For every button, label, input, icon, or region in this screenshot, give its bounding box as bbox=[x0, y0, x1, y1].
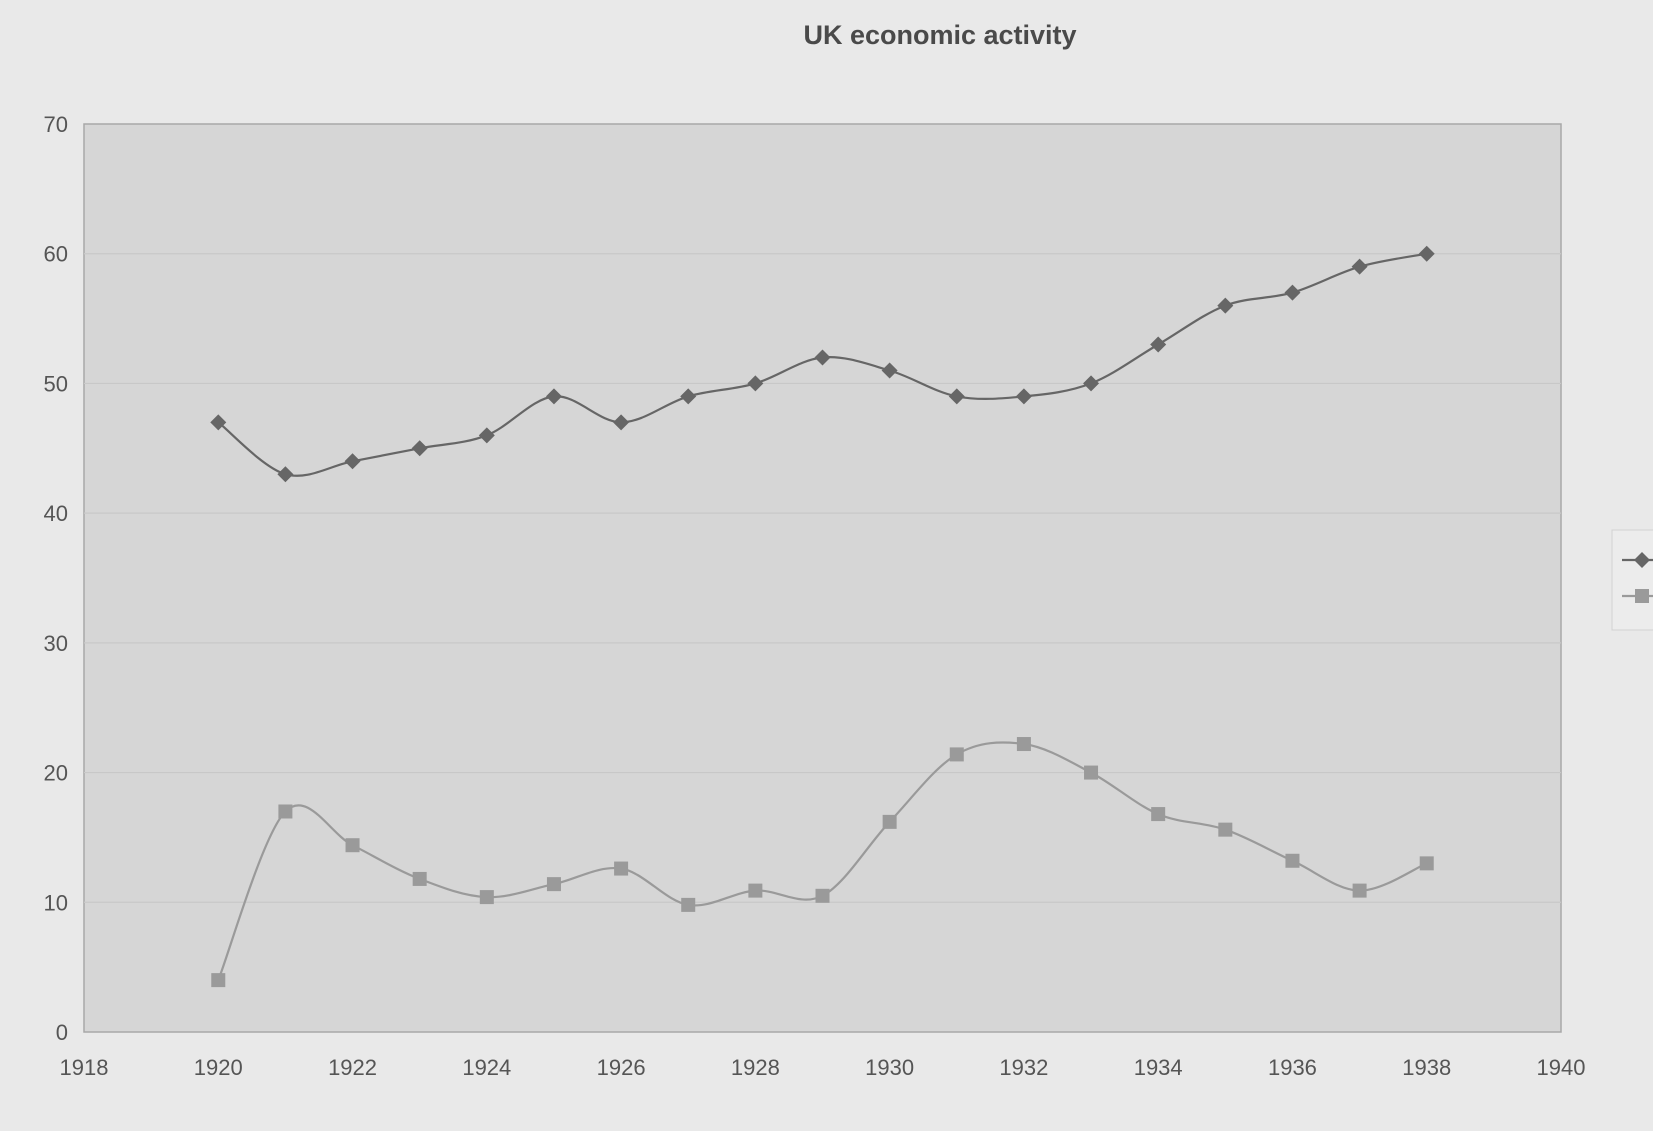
series-2-point bbox=[681, 897, 696, 912]
series-2-point bbox=[1352, 883, 1367, 898]
series-2-point bbox=[815, 888, 830, 903]
legend-marker-1 bbox=[1634, 552, 1650, 568]
x-tick-label: 1940 bbox=[1537, 1055, 1586, 1080]
x-tick-label: 1918 bbox=[60, 1055, 109, 1080]
series-1-point bbox=[478, 427, 495, 444]
x-tick-label: 1924 bbox=[462, 1055, 511, 1080]
series-2-point bbox=[1285, 853, 1300, 868]
series-1-point bbox=[613, 414, 630, 431]
x-tick-label: 1926 bbox=[597, 1055, 646, 1080]
x-tick-label: 1930 bbox=[865, 1055, 914, 1080]
x-tick-label: 1932 bbox=[999, 1055, 1048, 1080]
y-tick-label: 0 bbox=[56, 1020, 68, 1045]
x-tick-label: 1938 bbox=[1402, 1055, 1451, 1080]
y-tick-label: 50 bbox=[44, 371, 68, 396]
series-2-point bbox=[614, 861, 629, 876]
series-1-point bbox=[1083, 375, 1100, 392]
series-1-point bbox=[747, 375, 764, 392]
y-tick-label: 40 bbox=[44, 501, 68, 526]
series-1-point bbox=[881, 362, 898, 379]
series-2-point bbox=[748, 883, 763, 898]
series-1-point bbox=[1284, 284, 1301, 301]
chart-title: UK economic activity bbox=[803, 20, 1076, 50]
y-tick-label: 70 bbox=[44, 112, 68, 137]
series-1-point bbox=[411, 440, 428, 457]
y-tick-label: 60 bbox=[44, 242, 68, 267]
series-1-point bbox=[344, 453, 361, 470]
series-1-point bbox=[545, 388, 562, 405]
series-1-point bbox=[1217, 297, 1234, 314]
x-tick-label: 1928 bbox=[731, 1055, 780, 1080]
series-2-point bbox=[1016, 737, 1031, 752]
series-2-point bbox=[546, 877, 561, 892]
x-tick-label: 1920 bbox=[194, 1055, 243, 1080]
series-1-point bbox=[1351, 258, 1368, 275]
series-2-point bbox=[278, 804, 293, 819]
x-tick-label: 1922 bbox=[328, 1055, 377, 1080]
series-2-point bbox=[1218, 822, 1233, 837]
y-tick-label: 30 bbox=[44, 631, 68, 656]
series-2-point bbox=[211, 973, 226, 988]
series-1-point bbox=[1150, 336, 1167, 353]
series-1-point bbox=[1015, 388, 1032, 405]
series-1-point bbox=[680, 388, 697, 405]
series-2-point bbox=[1419, 856, 1434, 871]
series-2-point bbox=[949, 747, 964, 762]
series-2-point bbox=[1151, 807, 1166, 822]
series-2-point bbox=[1084, 765, 1099, 780]
series-2-point bbox=[412, 871, 427, 886]
series-1-point bbox=[210, 414, 227, 431]
plot-area bbox=[83, 123, 1562, 1033]
y-tick-label: 10 bbox=[44, 890, 68, 915]
series-1-point bbox=[814, 349, 831, 366]
series-2-point bbox=[345, 838, 360, 853]
legend-marker-2 bbox=[1635, 589, 1649, 603]
series-2-point bbox=[882, 814, 897, 829]
legend-box bbox=[1611, 529, 1653, 631]
series-1-point bbox=[948, 388, 965, 405]
series-1-point bbox=[1418, 245, 1435, 262]
series-2-point bbox=[479, 890, 494, 905]
x-tick-label: 1936 bbox=[1268, 1055, 1317, 1080]
y-tick-label: 20 bbox=[44, 761, 68, 786]
plot-area-group: 0 10 20 30 40 50 60 70 1918 1920 1922 1924 1926 1928 1… bbox=[44, 112, 1586, 1080]
series-1-point bbox=[277, 466, 294, 483]
legend bbox=[1611, 529, 1653, 631]
x-tick-label: 1934 bbox=[1134, 1055, 1183, 1080]
